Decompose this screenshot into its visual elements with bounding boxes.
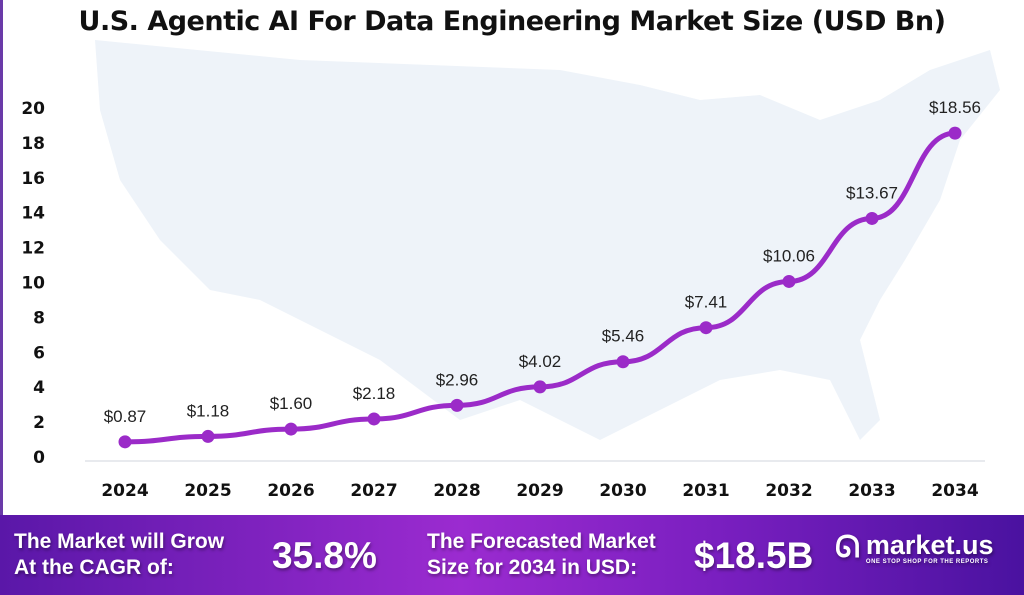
- y-tick-label: 6: [33, 343, 45, 363]
- logo-tagline: ONE STOP SHOP FOR THE REPORTS: [865, 558, 989, 565]
- cagr-label-line2: At the CAGR of:: [14, 556, 174, 579]
- data-label: $7.41: [685, 293, 728, 312]
- data-point: [699, 321, 713, 335]
- logo-mark-icon: ᘏ: [835, 531, 860, 564]
- data-label: $2.18: [353, 384, 396, 403]
- forecast-label-line1: The Forecasted Market: [427, 530, 656, 553]
- data-point: [616, 355, 630, 369]
- y-tick-label: 0: [33, 448, 45, 468]
- data-point: [284, 422, 298, 436]
- chart-frame: [0, 0, 3, 515]
- y-tick-label: 20: [21, 99, 45, 119]
- x-tick-label: 2029: [516, 481, 563, 501]
- series-line: [122, 130, 958, 445]
- y-tick-label: 16: [21, 169, 45, 189]
- forecast-value: $18.5B: [694, 535, 814, 576]
- y-tick-label: 18: [21, 134, 45, 154]
- data-label: $2.96: [436, 370, 479, 389]
- data-label: $5.46: [602, 327, 645, 346]
- data-point: [118, 435, 132, 449]
- data-label: $1.60: [270, 394, 313, 413]
- y-tick-label: 2: [33, 413, 45, 433]
- data-point: [450, 398, 464, 412]
- data-label: $0.87: [104, 407, 147, 426]
- x-tick-label: 2031: [682, 481, 729, 501]
- cagr-value: 35.8%: [272, 535, 377, 576]
- data-label: $18.56: [929, 98, 981, 117]
- line-chart: 0 2 4 6 8 10 12 14 16 18 20 2024 2025 2026 2027 2028 202…: [21, 40, 1000, 501]
- market-us-logo: ᘏ market.us ONE STOP SHOP FOR THE REPORT…: [835, 531, 993, 565]
- data-point: [865, 211, 879, 225]
- y-tick-label: 8: [33, 308, 45, 328]
- us-map-silhouette: [95, 40, 1000, 440]
- data-point: [533, 380, 547, 394]
- y-tick-label: 4: [33, 378, 45, 398]
- cagr-label-line1: The Market will Grow: [14, 530, 225, 553]
- x-tick-label: 2024: [101, 481, 148, 501]
- y-tick-label: 14: [21, 204, 45, 224]
- data-point: [782, 274, 796, 288]
- data-label: $4.02: [519, 352, 562, 371]
- x-tick-label: 2025: [184, 481, 231, 501]
- x-tick-label: 2034: [931, 481, 978, 501]
- x-tick-label: 2027: [350, 481, 397, 501]
- footer-banner: The Market will Grow At the CAGR of: 35.…: [0, 515, 1024, 595]
- x-tick-label: 2026: [267, 481, 314, 501]
- data-label: $10.06: [763, 246, 815, 265]
- cagr-label: The Market will Grow At the CAGR of:: [14, 529, 224, 581]
- forecast-label: The Forecasted Market Size for 2034 in U…: [427, 529, 656, 581]
- x-tick-label: 2032: [765, 481, 812, 501]
- data-point: [201, 429, 215, 443]
- logo-name: market.us: [865, 529, 994, 560]
- y-tick-label: 12: [21, 239, 45, 259]
- data-point: [367, 412, 381, 426]
- data-label: $13.67: [846, 183, 898, 202]
- y-tick-label: 10: [21, 274, 45, 294]
- data-label: $1.18: [187, 401, 230, 420]
- chart-title: U.S. Agentic AI For Data Engineering Mar…: [78, 6, 946, 37]
- x-tick-label: 2033: [848, 481, 895, 501]
- x-tick-label: 2028: [433, 481, 480, 501]
- forecast-label-line2: Size for 2034 in USD:: [427, 556, 638, 579]
- x-tick-label: 2030: [599, 481, 646, 501]
- data-point: [948, 126, 962, 140]
